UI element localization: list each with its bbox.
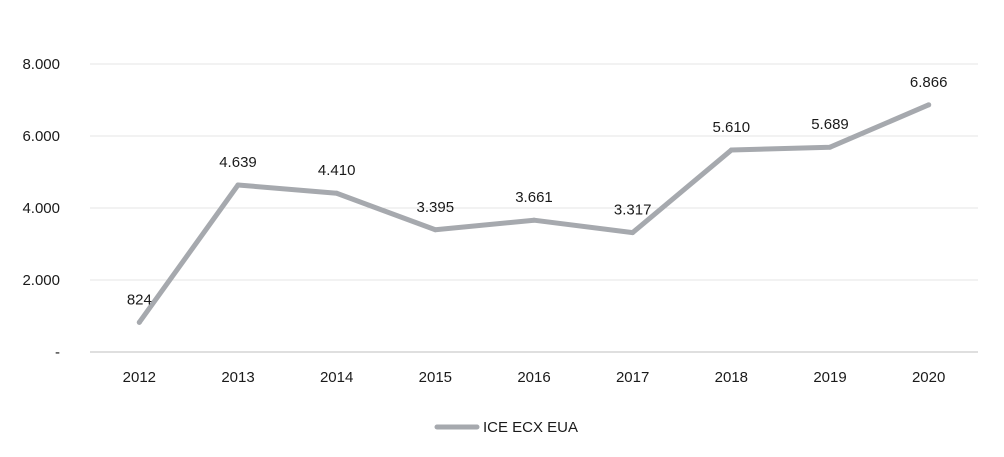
y-tick-label: 2.000	[22, 272, 60, 289]
legend: ICE ECX EUA	[434, 419, 578, 436]
x-tick-label: 2015	[419, 369, 452, 386]
data-label: 5.689	[811, 116, 849, 133]
data-label: 4.410	[318, 162, 356, 179]
x-tick-label: 2016	[517, 369, 550, 386]
data-label: 824	[127, 291, 152, 308]
data-point	[531, 217, 537, 223]
legend-label: ICE ECX EUA	[483, 419, 578, 436]
data-label: 4.639	[219, 154, 257, 171]
y-tick-label: 8.000	[22, 56, 60, 73]
data-label: 6.866	[910, 74, 948, 91]
series-line	[136, 102, 932, 325]
x-axis: 2012 2013 2014 2015 2016 2017 2018 2019 2020	[90, 351, 978, 386]
data-point	[728, 147, 734, 153]
data-label: 3.317	[614, 202, 652, 219]
data-label: 3.395	[417, 199, 455, 216]
x-tick-label: 2012	[123, 369, 156, 386]
y-tick-label: 6.000	[22, 128, 60, 145]
data-label: 3.661	[515, 189, 553, 206]
data-point	[432, 227, 438, 233]
data-label: 5.610	[713, 119, 751, 136]
data-point	[827, 144, 833, 150]
x-tick-label: 2020	[912, 369, 945, 386]
y-tick-label: -	[55, 344, 60, 361]
x-tick-label: 2013	[221, 369, 254, 386]
data-labels: 824 4.639 4.410 3.395 3.661 3.317 5.610 5.689 6.…	[127, 74, 948, 309]
x-tick-label: 2014	[320, 369, 353, 386]
data-point	[136, 319, 142, 325]
gridlines	[90, 63, 978, 281]
data-point	[334, 190, 340, 196]
data-point	[630, 230, 636, 236]
data-point	[235, 182, 241, 188]
x-tick-label: 2019	[813, 369, 846, 386]
x-tick-label: 2017	[616, 369, 649, 386]
series-ice-ecx-eua	[136, 102, 932, 325]
data-point	[926, 102, 932, 108]
x-tick-label: 2018	[715, 369, 748, 386]
y-axis: - 2.000 4.000 6.000 8.000	[22, 56, 60, 361]
y-tick-label: 4.000	[22, 200, 60, 217]
